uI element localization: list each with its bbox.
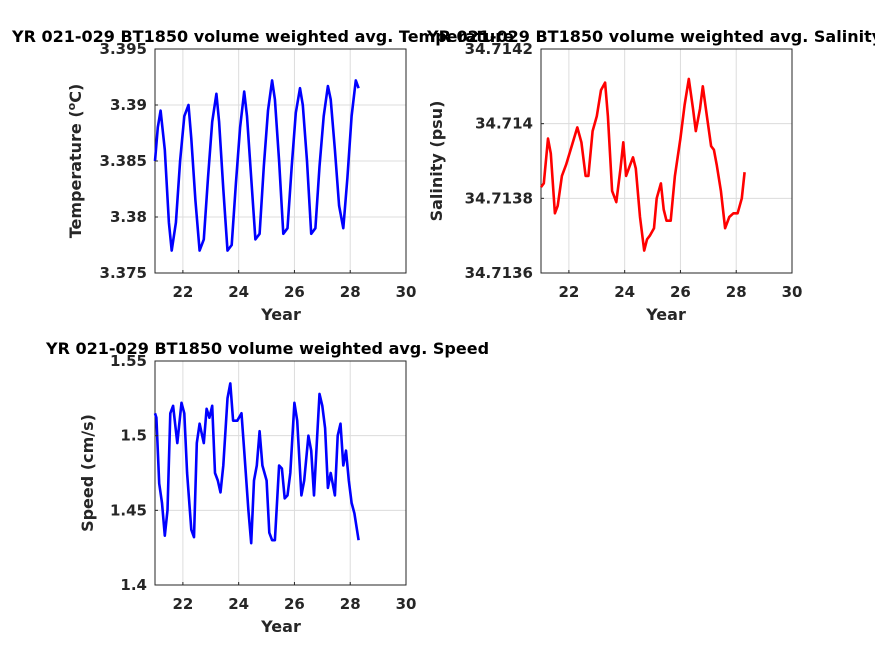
- speed-x-ticks: 22 24 26 28 30: [172, 582, 416, 613]
- salinity-axes-frame: [540, 48, 793, 274]
- temperature-y-label: Temperature (oC): [65, 84, 85, 239]
- speed-y-tick-label: 1.5: [120, 427, 147, 445]
- speed-y-ticks: 1.4 1.45 1.5 1.55: [110, 352, 158, 594]
- speed-y-tick-label: 1.45: [110, 501, 147, 519]
- temperature-y-tick-label: 3.39: [110, 96, 147, 114]
- temperature-x-label: Year: [260, 305, 301, 324]
- temperature-x-tick-label: 30: [396, 283, 417, 301]
- temperature-y-tick-label: 3.375: [100, 264, 147, 282]
- salinity-x-tick-label: 28: [726, 283, 747, 301]
- temperature-x-tick-label: 26: [284, 283, 305, 301]
- speed-x-tick-label: 28: [340, 595, 361, 613]
- panel-salinity: 22 24 26 28 30 34.7136 34.7138 34.714 34.7142 Y…: [426, 27, 875, 324]
- speed-x-tick-label: 30: [396, 595, 417, 613]
- salinity-x-tick-label: 26: [670, 283, 691, 301]
- temperature-y-tick-label: 3.38: [110, 208, 147, 226]
- temperature-y-tick-label: 3.395: [100, 40, 147, 58]
- temperature-x-tick-label: 24: [228, 283, 249, 301]
- speed-x-tick-label: 24: [228, 595, 249, 613]
- speed-grid: [155, 360, 407, 586]
- speed-y-label: Speed (cm/s): [78, 414, 97, 532]
- salinity-line: [539, 77, 746, 252]
- salinity-title: YR 021-029 BT1850 volume weighted avg. S…: [426, 27, 875, 46]
- temperature-x-tick-label: 22: [172, 283, 193, 301]
- salinity-y-ticks: 34.7136 34.7138 34.714 34.7142: [465, 40, 544, 282]
- panel-speed: 22 24 26 28 30 1.4 1.45 1.5 1.55 Year Speed (cm…: [45, 339, 489, 636]
- temperature-title: YR 021-029 BT1850 volume weighted avg. T…: [11, 27, 514, 46]
- salinity-y-label: Salinity (psu): [427, 101, 446, 222]
- salinity-y-tick-label: 34.714: [475, 115, 533, 133]
- speed-x-tick-label: 26: [284, 595, 305, 613]
- salinity-y-tick-label: 34.7142: [465, 40, 533, 58]
- salinity-x-label: Year: [645, 305, 686, 324]
- speed-line: [153, 382, 360, 545]
- salinity-y-tick-label: 34.7138: [465, 189, 533, 207]
- speed-y-tick-label: 1.4: [120, 576, 147, 594]
- salinity-x-tick-label: 22: [558, 283, 579, 301]
- salinity-y-tick-label: 34.7136: [465, 264, 533, 282]
- salinity-x-ticks: 22 24 26 28 30: [558, 270, 802, 301]
- speed-y-tick-label: 1.55: [110, 352, 147, 370]
- speed-x-label: Year: [260, 617, 301, 636]
- salinity-grid: [541, 48, 793, 274]
- salinity-x-tick-label: 24: [614, 283, 635, 301]
- speed-x-tick-label: 22: [172, 595, 193, 613]
- temperature-y-tick-label: 3.385: [100, 152, 147, 170]
- speed-axes-frame: [154, 360, 407, 586]
- temperature-y-ticks: 3.375 3.38 3.385 3.39 3.395: [100, 40, 158, 282]
- temperature-x-ticks: 22 24 26 28 30: [172, 270, 416, 301]
- temperature-line: [153, 79, 360, 252]
- salinity-x-tick-label: 30: [782, 283, 803, 301]
- speed-title: YR 021-029 BT1850 volume weighted avg. S…: [45, 339, 489, 358]
- temperature-x-tick-label: 28: [340, 283, 361, 301]
